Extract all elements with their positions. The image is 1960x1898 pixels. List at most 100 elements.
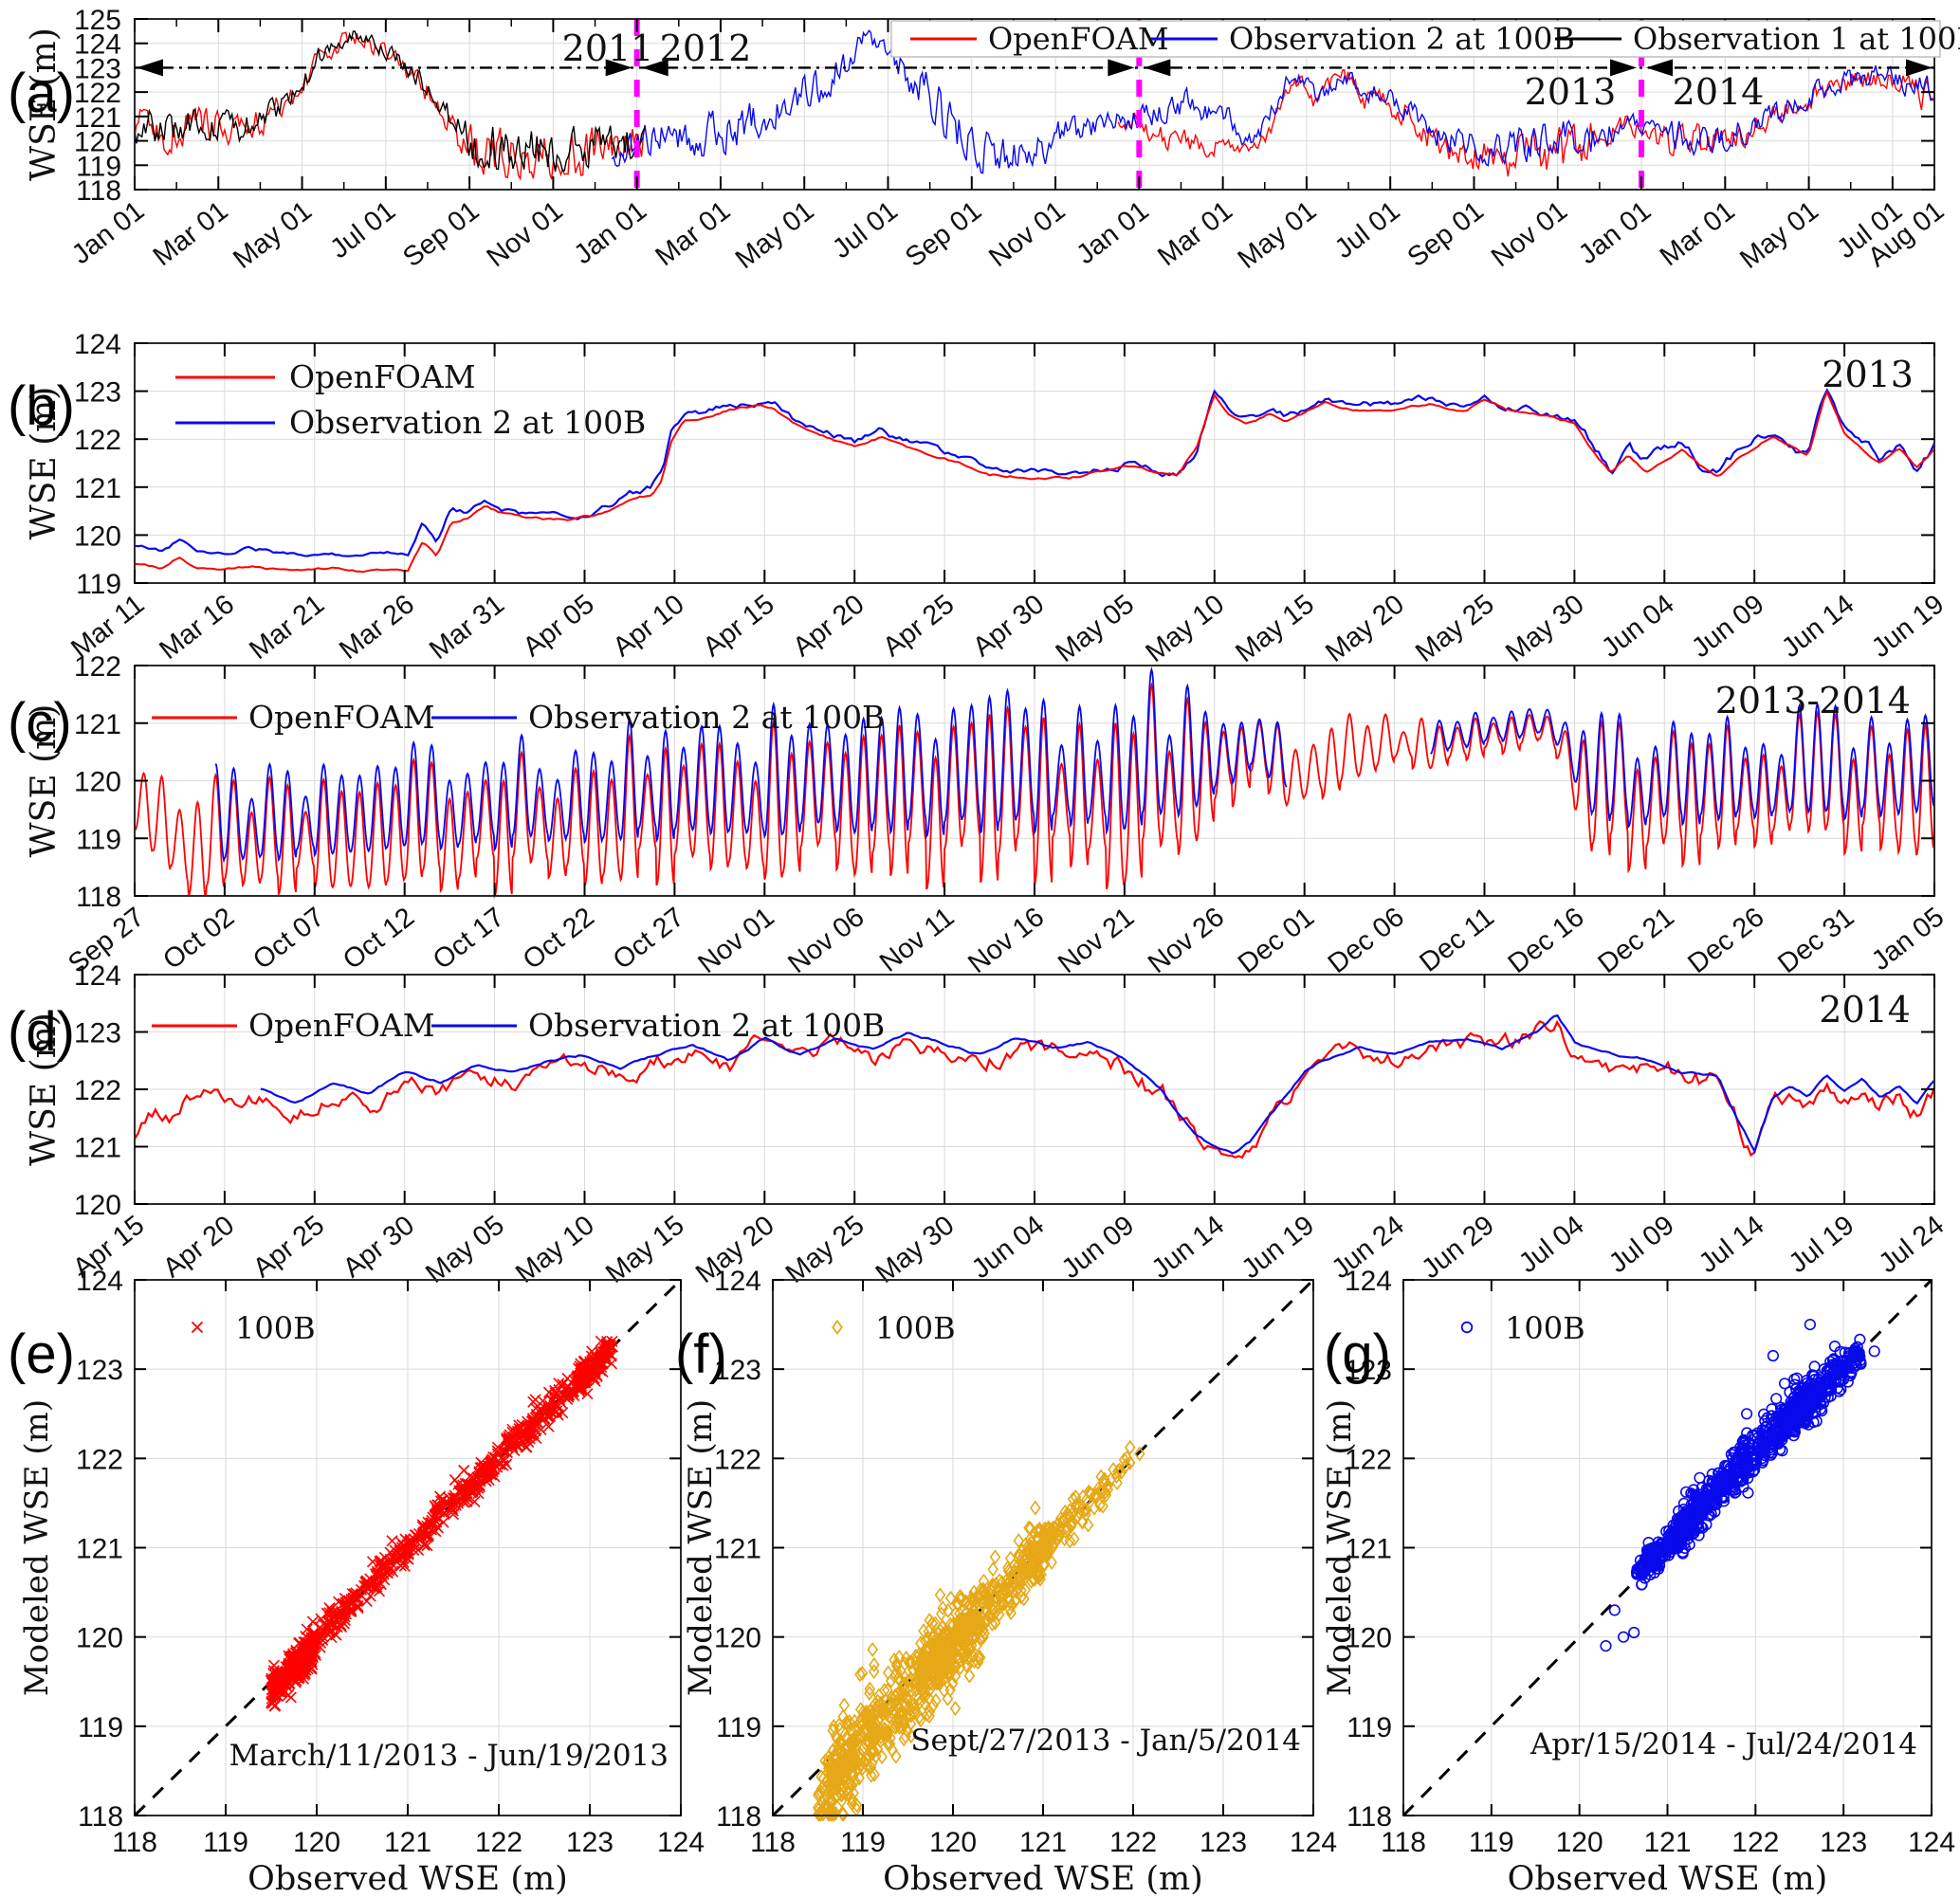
legend-label: Observation 2 at 100B [289,404,646,441]
scatter-points [571,1335,619,1400]
y-tick-label: 124 [714,1266,761,1297]
year-label: 2014 [1673,71,1765,113]
y-axis-label-d: WSE (m) [25,1013,64,1166]
x-tick-label: Nov 01 [692,902,779,979]
panel-letter-d: (d) [8,1001,75,1063]
y-tick-label: 123 [74,377,121,409]
x-tick-label: Nov 16 [962,902,1050,979]
y-tick-label: 119 [76,569,121,600]
x-tick-label: Jul 01 [827,195,904,265]
y-tick-label: 120 [714,1623,761,1654]
x-tick-label: 120 [929,1827,977,1858]
year-label: 2011 [562,27,654,69]
x-tick-label: Jun 29 [1416,1210,1499,1285]
y-tick-label: 120 [74,767,121,798]
y-axis-label-c: WSE (m) [25,704,64,858]
x-tick-label: Jul 01 [1329,195,1406,265]
y-tick-label: 119 [76,824,121,855]
series-obs2_b [134,388,1936,557]
y-axis-label-g: Modeled WSE (m) [1321,1399,1359,1696]
x-tick-label: Dec 26 [1682,902,1769,979]
y-tick-label: 121 [714,1534,761,1565]
y-tick-label: 118 [716,1801,761,1833]
y-tick-label: 122 [74,1075,121,1106]
year-label: 2013 [1822,354,1914,395]
date-range-annotation: March/11/2013 - Jun/19/2013 [229,1739,669,1773]
legend-label: 100B [235,1310,316,1346]
x-tick-label: Sep 01 [900,195,987,273]
x-tick-label: May 15 [600,1210,690,1289]
x-tick-label: Nov 01 [983,195,1071,273]
arrow-head-icon [1646,59,1674,77]
x-tick-label: May 25 [780,1210,870,1289]
x-tick-label: 124 [1908,1827,1955,1858]
scatter-points [1102,1439,1145,1498]
x-tick-label: Nov 01 [1486,195,1573,273]
x-tick-label: Mar 01 [650,195,736,272]
y-tick-label: 119 [78,1712,123,1743]
y-tick-label: 122 [74,78,121,109]
x-tick-label: Apr 25 [877,589,960,663]
series-obs1_a [134,30,647,173]
x-tick-label: May 30 [870,1210,961,1289]
x-tick-label: Apr 25 [247,1210,330,1284]
x-tick-label: Jul 14 [1694,1210,1770,1279]
x-tick-label: May 01 [1734,195,1824,275]
y-axis-label-f: Modeled WSE (m) [682,1399,720,1696]
legend-marker-icon [191,1321,204,1334]
x-tick-label: Apr 10 [608,589,690,663]
y-tick-label: 122 [74,651,121,683]
y-tick-label: 124 [74,329,121,360]
x-tick-label: Dec 16 [1503,902,1590,979]
panel-letter-g: (g) [1324,1323,1391,1385]
x-tick-label: Jan 01 [66,195,150,270]
panel-letter-c: (c) [8,692,72,754]
x-tick-label: 120 [293,1827,340,1858]
x-tick-label: 123 [566,1827,614,1858]
panel-letter-b: (b) [8,375,75,437]
y-axis-label-e: Modeled WSE (m) [18,1399,56,1696]
x-tick-label: 119 [840,1827,886,1858]
y-axis-label-a: WSE (m) [25,27,64,181]
arrow-head-icon [1108,59,1135,77]
x-tick-label: Mar 21 [244,589,330,666]
legend-label: OpenFOAM [248,699,435,736]
legend-label: 100B [875,1310,956,1346]
date-range-annotation: Sept/27/2013 - Jan/5/2014 [910,1724,1301,1758]
scatter-points [911,1500,1057,1689]
x-tick-label: Dec 11 [1414,902,1499,977]
x-tick-label: Mar 26 [334,589,420,666]
x-tick-label: 124 [1290,1827,1337,1858]
arrow-head-icon [1144,59,1171,77]
x-tick-label: Jun 04 [1596,589,1679,664]
x-axis-label-g: Observed WSE (m) [1508,1860,1828,1898]
legend-label: OpenFOAM [248,1007,435,1044]
x-tick-label: 119 [1469,1827,1514,1858]
scatter-points [266,1623,322,1712]
x-tick-label: May 15 [1230,589,1320,668]
legend-label: Observation 1 at 100B [1633,21,1960,57]
x-tick-label: Oct 12 [338,902,420,976]
x-tick-label: 119 [203,1827,248,1858]
x-tick-label: Jan 05 [1866,902,1950,976]
x-tick-label: Apr 20 [787,589,870,663]
series-openfoam_b [134,390,1935,574]
y-axis-label-b: WSE (m) [25,387,64,540]
legend-label: 100B [1505,1310,1585,1346]
y-tick-label: 121 [74,709,121,740]
x-tick-label: 118 [750,1827,796,1858]
y-tick-label: 118 [76,882,121,913]
x-tick-label: Mar 31 [424,589,510,666]
x-tick-label: 121 [1643,1827,1691,1858]
x-tick-label: Jan 01 [569,195,652,270]
panel-letter-e: (e) [8,1323,75,1385]
y-tick-label: 121 [1345,1534,1392,1565]
y-tick-label: 121 [76,1534,123,1565]
series-openfoam_d [134,1019,1936,1159]
x-tick-label: Nov 01 [482,195,569,273]
x-tick-label: Nov 26 [1143,902,1230,979]
series-obs2_c [214,666,1935,864]
